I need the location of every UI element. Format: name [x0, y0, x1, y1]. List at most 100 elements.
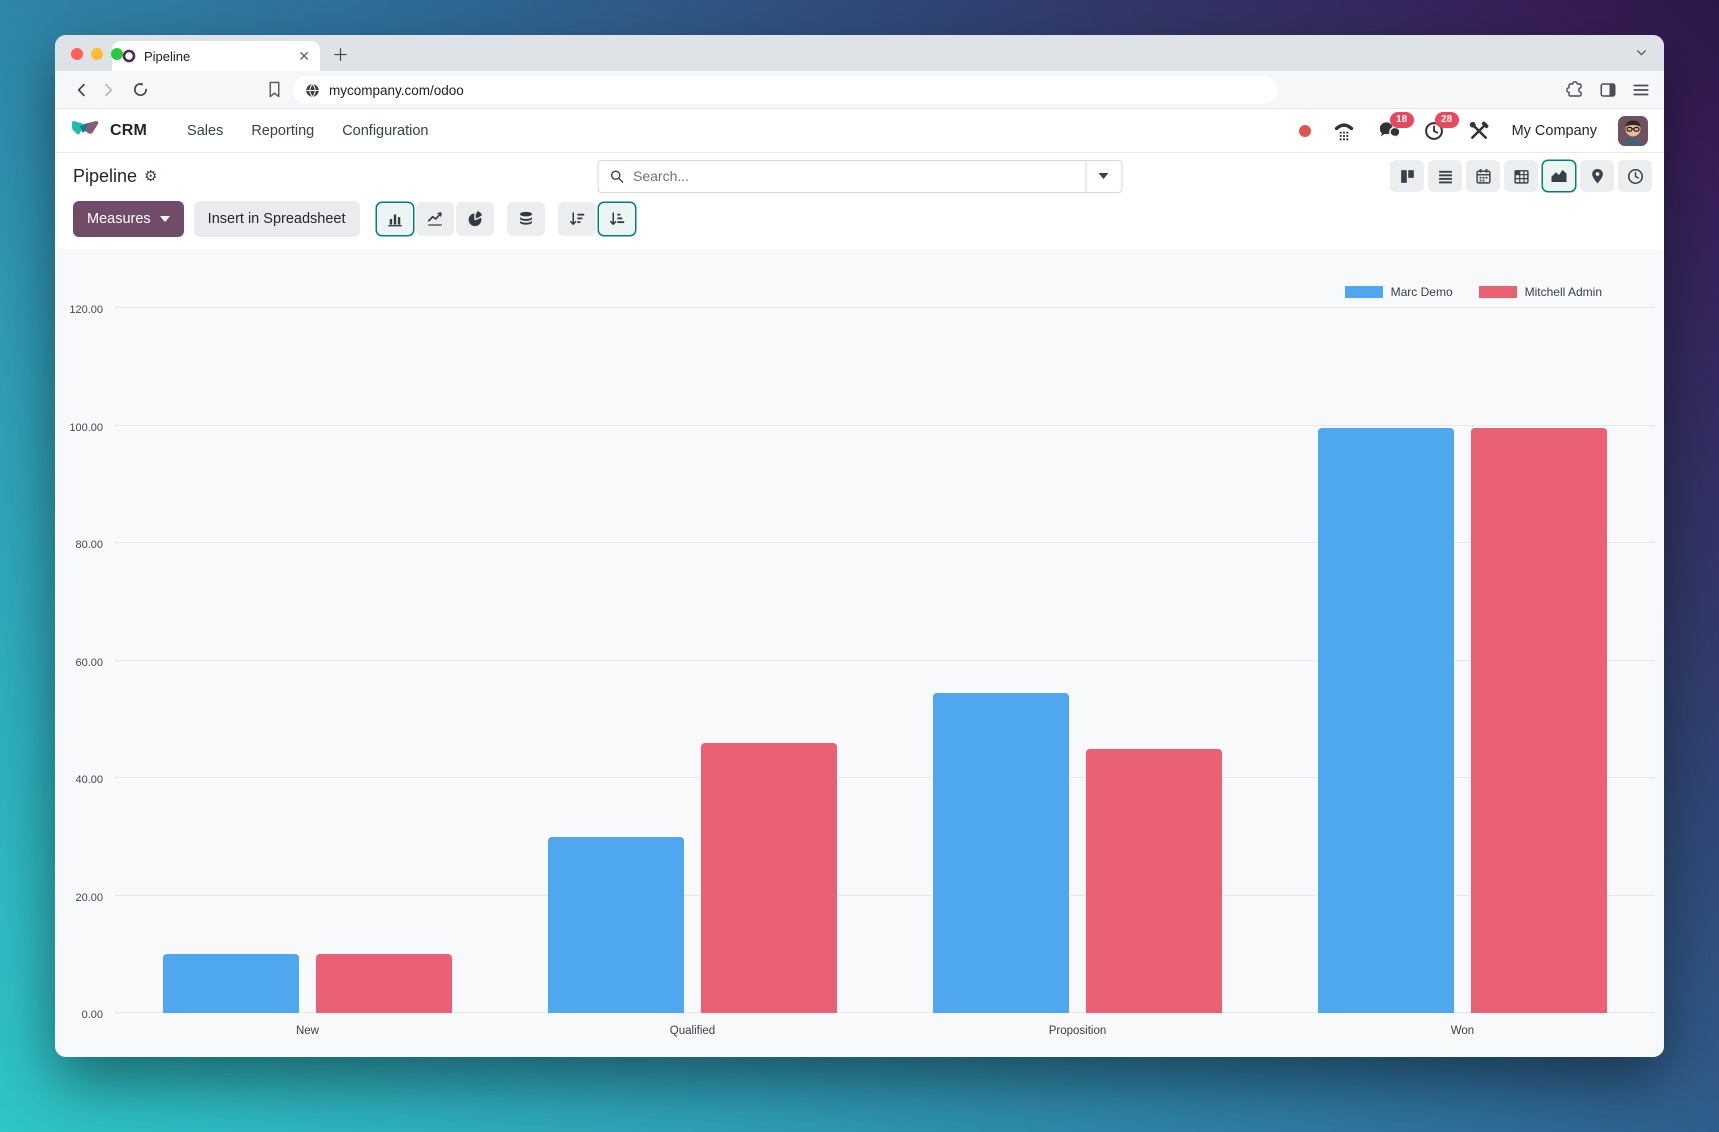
chart-plot: [115, 307, 1655, 1013]
bar-marc-demo-qualified[interactable]: [548, 836, 684, 1013]
pie-chart-button[interactable]: [455, 202, 494, 236]
y-axis-labels: 0.00 20.00 40.00 60.00 80.00 100.00 120.00: [55, 304, 107, 1021]
gridline: [115, 542, 1655, 543]
x-tick-label: Qualified: [669, 1025, 716, 1037]
sort-group: [557, 202, 636, 236]
reload-icon[interactable]: [127, 77, 153, 103]
bar-marc-demo-new[interactable]: [163, 954, 299, 1013]
bar-mitchell-admin-new[interactable]: [316, 954, 452, 1013]
stacked-toggle-button[interactable]: [506, 202, 545, 236]
category-group: [115, 308, 500, 1013]
tab-favicon-icon: [122, 49, 136, 63]
menu-reporting[interactable]: Reporting: [251, 122, 315, 139]
back-icon[interactable]: [69, 77, 95, 103]
y-tick-label: 80.00: [75, 539, 103, 551]
menu-sales[interactable]: Sales: [187, 122, 224, 139]
url-text: mycompany.com/odoo: [329, 82, 464, 98]
x-tick-label: Proposition: [1048, 1025, 1107, 1037]
search-icon: [609, 169, 624, 184]
new-tab-button[interactable]: ＋: [332, 46, 349, 65]
url-bar[interactable]: mycompany.com/odoo: [293, 76, 1277, 104]
presence-status-dot: [1298, 124, 1311, 137]
search-input[interactable]: [633, 168, 1085, 184]
view-list-button[interactable]: [1428, 160, 1462, 192]
legend-item[interactable]: Marc Demo: [1344, 285, 1453, 299]
category-group: [1270, 308, 1655, 1013]
bar-mitchell-admin-won[interactable]: [1471, 428, 1607, 1013]
y-tick-label: 100.00: [69, 421, 103, 434]
softphone-icon[interactable]: [1332, 119, 1356, 143]
y-tick-label: 120.00: [69, 304, 103, 316]
gridline: [115, 424, 1655, 426]
bar-mitchell-admin-proposition[interactable]: [1086, 748, 1222, 1013]
y-tick-label: 40.00: [75, 774, 103, 786]
tab-title: Pipeline: [144, 48, 191, 64]
extensions-icon[interactable]: [1566, 80, 1584, 99]
view-graph-button[interactable]: [1542, 160, 1576, 192]
gridline: [115, 777, 1655, 778]
sidebar-toggle-icon[interactable]: [1599, 81, 1617, 99]
sort-ascending-button[interactable]: [597, 202, 636, 236]
bookmark-icon[interactable]: [267, 81, 282, 98]
activities-clock-icon[interactable]: 28: [1422, 111, 1459, 143]
control-panel: Pipeline ⚙: [55, 153, 1664, 199]
tools-icon[interactable]: [1467, 119, 1491, 143]
chat-badge: 18: [1389, 111, 1414, 128]
view-calendar-button[interactable]: [1466, 160, 1500, 192]
odoo-navbar: CRM Sales Reporting Configuration 18 28 …: [55, 109, 1664, 153]
y-tick-label: 60.00: [75, 656, 103, 669]
traffic-lights: [71, 48, 123, 60]
legend-swatch: [1344, 286, 1383, 298]
bar-mitchell-admin-qualified[interactable]: [701, 742, 837, 1013]
graph-toolbar: Measures Insert in Spreadsheet: [55, 199, 1664, 249]
site-globe-icon: [305, 83, 320, 98]
bar-marc-demo-proposition[interactable]: [933, 692, 1069, 1013]
insert-spreadsheet-button[interactable]: Insert in Spreadsheet: [193, 201, 360, 237]
app-name: CRM: [110, 121, 148, 139]
page-title-text: Pipeline: [73, 165, 138, 186]
menu-configuration[interactable]: Configuration: [342, 122, 429, 139]
legend-item[interactable]: Mitchell Admin: [1478, 285, 1602, 299]
x-tick-label: Won: [1450, 1025, 1475, 1037]
zoom-window-button[interactable]: [111, 48, 123, 60]
chart-bars: [115, 308, 1655, 1013]
app-brand[interactable]: CRM: [71, 120, 147, 142]
company-switcher[interactable]: My Company: [1511, 122, 1597, 139]
user-avatar[interactable]: [1618, 115, 1648, 146]
gridline: [115, 307, 1655, 308]
view-map-button[interactable]: [1580, 160, 1614, 192]
menu-hamburger-icon[interactable]: [1632, 81, 1650, 99]
forward-icon[interactable]: [95, 77, 121, 103]
view-settings-gear-icon[interactable]: ⚙: [144, 168, 158, 185]
legend-swatch: [1478, 286, 1517, 298]
odoo-logo: [71, 120, 101, 142]
chevron-down-icon: [159, 216, 170, 222]
activity-badge: 28: [1434, 111, 1459, 128]
search-box: [597, 159, 1122, 193]
search-filters-dropdown[interactable]: [1085, 160, 1121, 192]
sort-descending-button[interactable]: [557, 202, 596, 236]
bar-chart-button[interactable]: [375, 202, 414, 236]
x-tick-label: New: [295, 1025, 319, 1037]
view-switcher: [1390, 160, 1652, 192]
view-kanban-button[interactable]: [1390, 160, 1424, 192]
measures-button[interactable]: Measures: [73, 201, 184, 237]
browser-tabstrip: Pipeline ✕ ＋: [55, 35, 1664, 71]
legend-label: Mitchell Admin: [1524, 285, 1602, 299]
bar-chart: Marc Demo Mitchell Admin 0.00 20.00 40.00 60…: [55, 249, 1664, 1057]
line-chart-button[interactable]: [415, 202, 454, 236]
page-title: Pipeline ⚙: [73, 166, 158, 187]
view-activity-button[interactable]: [1618, 160, 1652, 192]
tab-list-chevron-icon[interactable]: [1635, 46, 1648, 59]
stacked-group: [506, 202, 545, 236]
gridline: [115, 1012, 1655, 1013]
tab-close-icon[interactable]: ✕: [298, 48, 310, 64]
category-group: [885, 308, 1270, 1013]
discuss-chat-icon[interactable]: 18: [1377, 111, 1414, 143]
close-window-button[interactable]: [71, 48, 83, 60]
view-pivot-button[interactable]: [1504, 160, 1538, 192]
bar-marc-demo-won[interactable]: [1318, 428, 1454, 1013]
minimize-window-button[interactable]: [91, 48, 103, 60]
y-tick-label: 20.00: [75, 891, 103, 904]
browser-tab[interactable]: Pipeline ✕: [112, 41, 320, 71]
